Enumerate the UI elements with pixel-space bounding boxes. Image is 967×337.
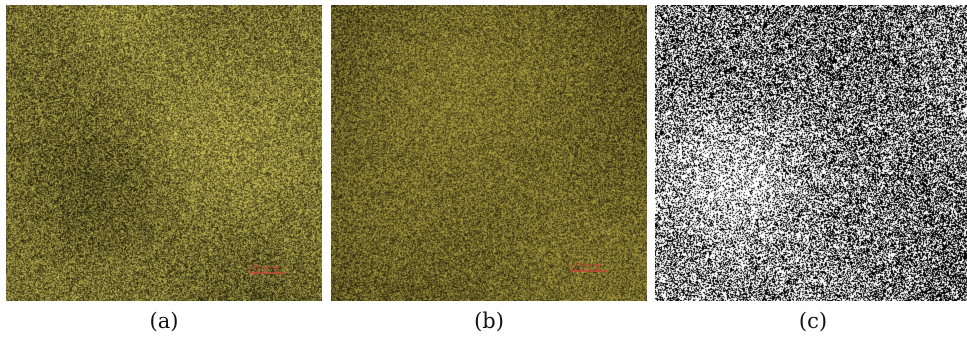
micrograph-panel-a	[6, 5, 322, 301]
micrograph-panel-b	[331, 5, 647, 301]
binary-image-c	[655, 5, 967, 301]
micrograph-image-b	[331, 5, 647, 301]
caption-a: (a)	[149, 309, 179, 333]
scale-bar-a	[249, 265, 285, 274]
micrograph-image-a	[6, 5, 322, 301]
caption-c: (c)	[798, 309, 828, 333]
scale-bar-b	[571, 263, 607, 272]
caption-b: (b)	[474, 309, 504, 333]
binary-panel-c	[655, 5, 967, 301]
